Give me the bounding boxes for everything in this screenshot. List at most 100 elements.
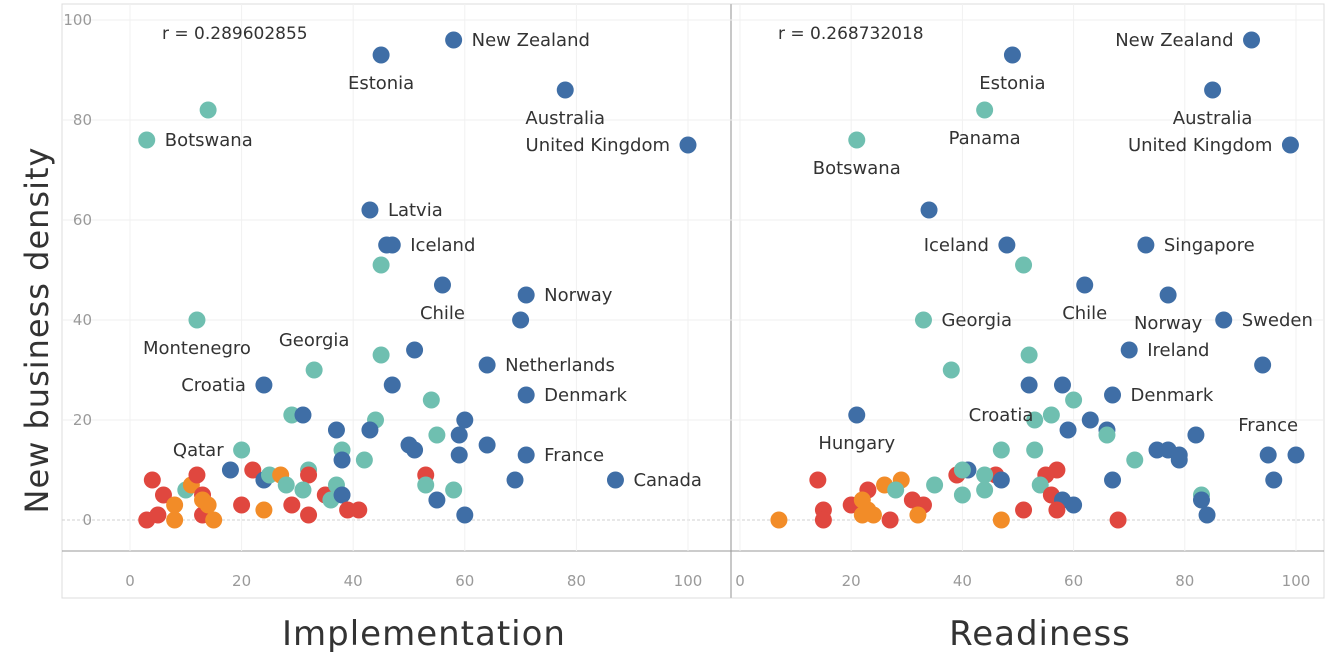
x-tick-label: 40 bbox=[953, 572, 972, 590]
point-label: Norway bbox=[1134, 313, 1203, 334]
x-tick-label: 20 bbox=[842, 572, 861, 590]
data-point bbox=[1042, 406, 1060, 424]
data-point bbox=[361, 201, 379, 219]
data-point bbox=[422, 391, 440, 409]
data-point bbox=[417, 476, 435, 494]
x-tick-label: 0 bbox=[125, 572, 135, 590]
data-point bbox=[517, 446, 535, 464]
point-label: Sweden bbox=[1242, 310, 1313, 331]
x-tick-label: 100 bbox=[1282, 572, 1311, 590]
data-point bbox=[909, 506, 927, 524]
data-point bbox=[1053, 376, 1071, 394]
data-point bbox=[300, 466, 318, 484]
point-label: Canada bbox=[633, 470, 702, 491]
x-axis-title-implementation: Implementation bbox=[282, 614, 566, 652]
data-point bbox=[998, 236, 1016, 254]
data-point bbox=[1159, 286, 1177, 304]
data-point bbox=[1065, 496, 1083, 514]
data-point bbox=[976, 481, 994, 499]
data-point bbox=[1120, 341, 1138, 359]
point-label: New Zealand bbox=[1115, 30, 1233, 51]
x-tick-label: 20 bbox=[232, 572, 251, 590]
point-label: Chile bbox=[1062, 303, 1107, 324]
data-point bbox=[294, 481, 312, 499]
data-point bbox=[1104, 386, 1122, 404]
x-tick-label: 60 bbox=[455, 572, 474, 590]
data-point bbox=[255, 376, 273, 394]
data-point bbox=[1026, 441, 1044, 459]
point-label: Norway bbox=[544, 285, 613, 306]
point-label: United Kingdom bbox=[526, 135, 670, 156]
data-point bbox=[445, 481, 463, 499]
data-point bbox=[1170, 451, 1188, 469]
x-tick-label: 0 bbox=[735, 572, 745, 590]
data-point bbox=[992, 511, 1010, 529]
data-point bbox=[517, 286, 535, 304]
data-point bbox=[770, 511, 788, 529]
data-point bbox=[199, 101, 217, 119]
data-point bbox=[205, 511, 223, 529]
data-point bbox=[305, 361, 323, 379]
point-label: Croatia bbox=[969, 405, 1034, 426]
point-label: United Kingdom bbox=[1128, 135, 1272, 156]
y-axis: 0 20 40 60 80 100 bbox=[63, 11, 92, 529]
point-label: Ireland bbox=[1147, 340, 1209, 361]
data-point bbox=[1187, 426, 1205, 444]
data-point bbox=[233, 441, 251, 459]
panel-0: 0 20 40 60 80 100 r = 0.289602855 Estonia New Ze… bbox=[125, 4, 702, 590]
data-point bbox=[976, 101, 994, 119]
data-point bbox=[1259, 446, 1277, 464]
data-point bbox=[188, 466, 206, 484]
point-label: Montenegro bbox=[143, 338, 251, 359]
data-point bbox=[294, 406, 312, 424]
x-tick-label: 40 bbox=[344, 572, 363, 590]
data-point bbox=[887, 481, 905, 499]
point-label: Singapore bbox=[1164, 235, 1255, 256]
point-label: Panama bbox=[949, 128, 1021, 149]
data-point bbox=[976, 466, 994, 484]
data-point bbox=[1031, 476, 1049, 494]
point-label: Iceland bbox=[410, 235, 475, 256]
data-point bbox=[1059, 421, 1077, 439]
data-point bbox=[1015, 501, 1033, 519]
data-point bbox=[1243, 31, 1261, 49]
data-point bbox=[188, 311, 206, 329]
data-point bbox=[166, 511, 184, 529]
x-tick-label: 100 bbox=[674, 572, 703, 590]
data-point bbox=[378, 236, 396, 254]
data-point bbox=[478, 356, 496, 374]
data-point bbox=[1137, 236, 1155, 254]
point-label: France bbox=[544, 445, 604, 466]
data-point bbox=[953, 486, 971, 504]
data-point bbox=[1020, 376, 1038, 394]
point-label: Georgia bbox=[279, 330, 350, 351]
data-point bbox=[512, 311, 530, 329]
data-point bbox=[1026, 411, 1044, 429]
data-point bbox=[138, 131, 156, 149]
data-point bbox=[149, 506, 167, 524]
data-point bbox=[517, 386, 535, 404]
data-point bbox=[942, 361, 960, 379]
data-point bbox=[433, 276, 451, 294]
data-point bbox=[350, 501, 368, 519]
data-point bbox=[1204, 81, 1222, 99]
data-point bbox=[372, 256, 390, 274]
y-tick-label: 0 bbox=[82, 511, 92, 529]
point-label: Chile bbox=[420, 303, 465, 324]
y-tick-label: 40 bbox=[73, 311, 92, 329]
point-label: Botswana bbox=[165, 130, 253, 151]
data-point bbox=[914, 311, 932, 329]
data-point bbox=[1015, 256, 1033, 274]
data-point bbox=[953, 461, 971, 479]
correlation-annotation: r = 0.289602855 bbox=[162, 24, 308, 44]
point-label: Georgia bbox=[941, 310, 1012, 331]
data-point bbox=[199, 496, 217, 514]
data-point bbox=[233, 496, 251, 514]
data-point bbox=[361, 421, 379, 439]
x-tick-label: 60 bbox=[1064, 572, 1083, 590]
data-point bbox=[300, 506, 318, 524]
data-point bbox=[1198, 506, 1216, 524]
point-label: New Zealand bbox=[472, 30, 590, 51]
data-point bbox=[283, 496, 301, 514]
point-label: Estonia bbox=[979, 73, 1045, 94]
